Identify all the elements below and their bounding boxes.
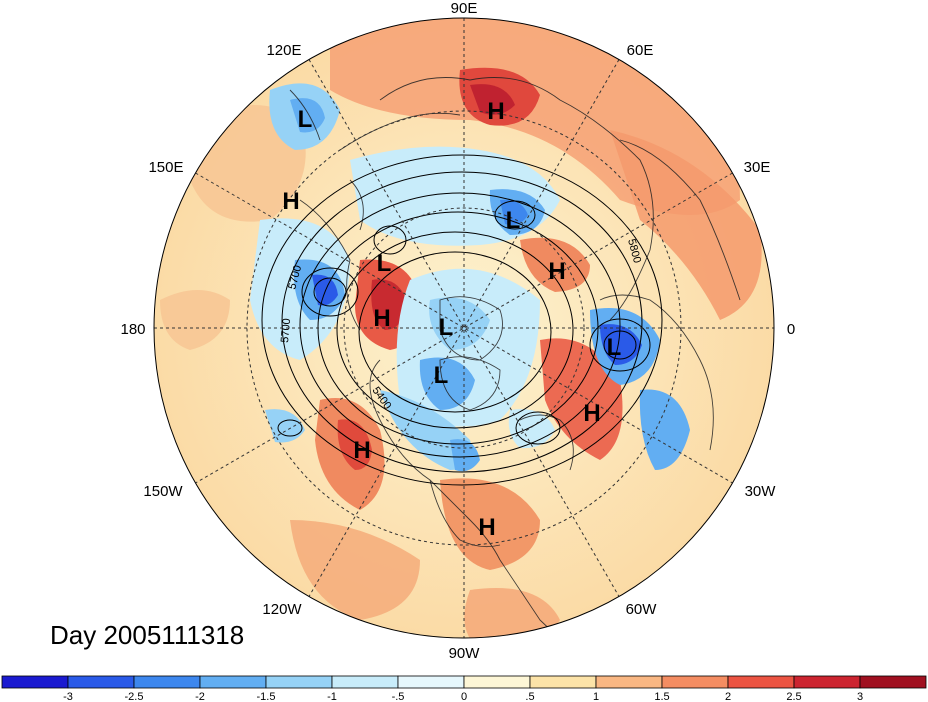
colorbar-box bbox=[397, 675, 465, 689]
colorbar-box bbox=[133, 675, 201, 689]
low-pressure-marker: L bbox=[506, 207, 521, 234]
low-pressure-marker: L bbox=[439, 314, 454, 341]
colorbar-box bbox=[727, 675, 795, 689]
colorbar-box bbox=[463, 675, 531, 689]
colorbar-tick-label: 1 bbox=[593, 691, 599, 702]
high-pressure-marker: H bbox=[282, 188, 299, 215]
colorbar-tick-label: 2 bbox=[725, 691, 731, 702]
low-pressure-marker: L bbox=[434, 362, 449, 389]
colorbar-box bbox=[1, 675, 69, 689]
height-contours bbox=[261, 154, 663, 486]
map-boundary bbox=[153, 17, 775, 639]
lon-label: 150W bbox=[143, 483, 183, 500]
colorbar-box bbox=[331, 675, 399, 689]
colorbar-tick-label: 1.5 bbox=[654, 691, 669, 702]
polar-map: 5700 5700 5400 5800 90E 60E 30E 0 30W 60… bbox=[120, 0, 795, 662]
colorbar-tick-label: -2.5 bbox=[125, 691, 144, 702]
colorbar-box bbox=[67, 675, 135, 689]
high-pressure-marker: H bbox=[487, 98, 504, 125]
colorbar-tick-label: 3 bbox=[857, 691, 863, 702]
colorbar-tick-label: 2.5 bbox=[786, 691, 801, 702]
low-pressure-marker: L bbox=[607, 334, 622, 361]
lon-label: 180 bbox=[120, 321, 145, 338]
low-pressure-marker: L bbox=[377, 250, 392, 277]
graticule bbox=[154, 18, 774, 638]
longitude-labels: 90E 60E 30E 0 30W 60W 90W 120W 150W 180 … bbox=[120, 0, 795, 662]
colorbar-boxes bbox=[1, 675, 927, 689]
contour-label: 5700 bbox=[279, 318, 293, 343]
pressure-center-labels: H L H L L H H L L L H H H bbox=[282, 98, 621, 541]
low-pressure-marker: L bbox=[298, 106, 313, 133]
colorbar-box bbox=[199, 675, 267, 689]
day-label: Day 2005111318 bbox=[50, 620, 245, 650]
lon-label: 30E bbox=[744, 159, 771, 176]
high-pressure-marker: H bbox=[353, 437, 370, 464]
colorbar-box bbox=[595, 675, 663, 689]
colorbar-box bbox=[265, 675, 333, 689]
lon-label: 120E bbox=[266, 42, 301, 59]
colorbar-box bbox=[529, 675, 597, 689]
colorbar-box bbox=[661, 675, 729, 689]
colorbar-tick-label: -2 bbox=[195, 691, 205, 702]
colorbar-labels: -3 -2.5 -2 -1.5 -1 -.5 0 .5 1 1.5 2 2.5 3 bbox=[63, 691, 863, 702]
anomaly-field: 5700 5700 5400 5800 bbox=[154, 18, 774, 638]
lon-label: 0 bbox=[787, 321, 795, 338]
colorbar-tick-label: .5 bbox=[525, 691, 534, 702]
coastlines bbox=[289, 77, 741, 638]
high-pressure-marker: H bbox=[583, 400, 600, 427]
colorbar-tick-label: -1 bbox=[327, 691, 337, 702]
high-pressure-marker: H bbox=[478, 514, 495, 541]
colorbar-tick-label: 0 bbox=[461, 691, 467, 702]
high-pressure-marker: H bbox=[373, 305, 390, 332]
colorbar-tick-label: -3 bbox=[63, 691, 73, 702]
colorbar-tick-label: -1.5 bbox=[257, 691, 276, 702]
lon-label: 60W bbox=[626, 601, 658, 618]
colorbar: -3 -2.5 -2 -1.5 -1 -.5 0 .5 1 1.5 2 2.5 3 bbox=[1, 675, 927, 702]
colorbar-box bbox=[793, 675, 861, 689]
lon-label: 120W bbox=[262, 601, 302, 618]
lon-label: 90E bbox=[451, 0, 478, 17]
lon-label: 30W bbox=[745, 483, 777, 500]
lon-label: 90W bbox=[449, 645, 481, 662]
lon-label: 60E bbox=[627, 42, 654, 59]
lon-label: 150E bbox=[148, 159, 183, 176]
colorbar-tick-label: -.5 bbox=[392, 691, 405, 702]
colorbar-box bbox=[859, 675, 927, 689]
high-pressure-marker: H bbox=[548, 258, 565, 285]
